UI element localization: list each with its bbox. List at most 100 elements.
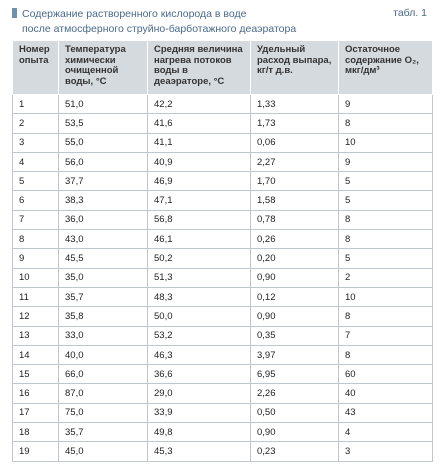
table-cell: 6: [12, 190, 59, 211]
table-cell: 2: [338, 267, 433, 288]
table-cell: 9: [12, 248, 59, 269]
table-cell: 16: [12, 383, 59, 404]
column-header: Номер опыта: [12, 40, 59, 95]
table-body: 1 51,0 42,2 1,33 9 2 53,5 41,6 1,73 8 3 55,0 41,1 0,0…: [12, 93, 433, 462]
table-cell: 51,0: [58, 93, 148, 115]
column-header: Средняя величина нагрева потоков воды в …: [147, 40, 251, 95]
table-cell: 42,2: [147, 93, 251, 115]
title-line: Содержание растворенного кислорода в вод…: [22, 8, 247, 20]
table-cell: 17: [12, 402, 59, 424]
table-cell: 7: [338, 325, 433, 346]
table-cell: 75,0: [58, 402, 148, 424]
table-cell: 8: [338, 113, 433, 134]
table-cell: 1,58: [250, 190, 339, 211]
table-row: 9 45,5 50,2 0,20 5: [12, 248, 433, 269]
table-title: Содержание растворенного кислорода в вод…: [12, 7, 296, 37]
title-line: после атмосферного струйно-барботажного …: [22, 23, 297, 35]
table-row: 14 40,0 46,3 3,97 8: [12, 344, 433, 366]
table-cell: 7: [12, 209, 59, 231]
table-cell: 10: [338, 286, 433, 308]
table-cell: 33,0: [58, 325, 148, 346]
table-cell: 9: [338, 93, 433, 115]
table-cell: 66,0: [58, 364, 148, 385]
table-row: 6 38,3 47,1 1,58 5: [12, 190, 433, 211]
table-cell: 1: [12, 93, 59, 115]
table-cell: 46,3: [147, 344, 251, 366]
table-cell: 43: [338, 402, 433, 424]
table-row: 3 55,0 41,1 0,06 10: [12, 132, 433, 153]
table-cell: 9: [338, 151, 433, 173]
table-row: 1 51,0 42,2 1,33 9: [12, 93, 433, 115]
table-cell: 45,3: [147, 441, 251, 462]
table-cell: 0,26: [250, 229, 339, 250]
table-cell: 14: [12, 344, 59, 366]
table-number: табл. 1: [393, 7, 427, 19]
title-marker: [12, 8, 17, 18]
table-cell: 3,97: [250, 344, 339, 366]
table-cell: 8: [338, 306, 433, 327]
table-cell: 10: [12, 267, 59, 288]
table-cell: 53,2: [147, 325, 251, 346]
table-cell: 29,0: [147, 383, 251, 404]
table-cell: 45,0: [58, 441, 148, 462]
table-cell: 4: [12, 151, 59, 173]
header-row: Номер опыта Температура химически очищенн…: [12, 40, 433, 95]
table-cell: 0,35: [250, 325, 339, 346]
table-row: 5 37,7 46,9 1,70 5: [12, 171, 433, 192]
column-header: Остаточное содержание O₂, мкг/дм³: [338, 40, 433, 95]
table-cell: 0,20: [250, 248, 339, 269]
table-cell: 8: [338, 344, 433, 366]
table-cell: 0,78: [250, 209, 339, 231]
table-cell: 13: [12, 325, 59, 346]
table-cell: 1,73: [250, 113, 339, 134]
table-cell: 60: [338, 364, 433, 385]
table-cell: 5: [12, 171, 59, 192]
table-cell: 36,0: [58, 209, 148, 231]
table-cell: 0,12: [250, 286, 339, 308]
table-cell: 2: [12, 113, 59, 134]
table-cell: 48,3: [147, 286, 251, 308]
table-cell: 0,50: [250, 402, 339, 424]
table-cell: 46,1: [147, 229, 251, 250]
table-cell: 0,90: [250, 267, 339, 288]
table-cell: 45,5: [58, 248, 148, 269]
table-cell: 2,26: [250, 383, 339, 404]
table-cell: 56,8: [147, 209, 251, 231]
table-cell: 2,27: [250, 151, 339, 173]
table-cell: 56,0: [58, 151, 148, 173]
table-cell: 51,3: [147, 267, 251, 288]
column-header: Температура химически очищенной воды, °С: [58, 40, 148, 95]
table-row: 8 43,0 46,1 0,26 8: [12, 229, 433, 250]
table-cell: 1,33: [250, 93, 339, 115]
table-cell: 0,90: [250, 422, 339, 443]
table-row: 10 35,0 51,3 0,90 2: [12, 267, 433, 288]
table-cell: 50,2: [147, 248, 251, 269]
column-header: Удельный расход выпара, кг/т д.в.: [250, 40, 339, 95]
table-cell: 15: [12, 364, 59, 385]
table-row: 13 33,0 53,2 0,35 7: [12, 325, 433, 346]
table-cell: 4: [338, 422, 433, 443]
table-cell: 11: [12, 286, 59, 308]
table-cell: 3: [338, 441, 433, 462]
table-row: 18 35,7 49,8 0,90 4: [12, 422, 433, 443]
table-cell: 40: [338, 383, 433, 404]
table-row: 16 87,0 29,0 2,26 40: [12, 383, 433, 404]
table-cell: 0,90: [250, 306, 339, 327]
table-row: 19 45,0 45,3 0,23 3: [12, 441, 433, 462]
table-row: 15 66,0 36,6 6,95 60: [12, 364, 433, 385]
data-table: Номер опыта Температура химически очищенн…: [12, 40, 433, 462]
table-cell: 18: [12, 422, 59, 443]
table-row: 7 36,0 56,8 0,78 8: [12, 209, 433, 231]
table-cell: 35,8: [58, 306, 148, 327]
table-cell: 8: [12, 229, 59, 250]
table-cell: 55,0: [58, 132, 148, 153]
table-row: 12 35,8 50,0 0,90 8: [12, 306, 433, 327]
table-cell: 8: [338, 209, 433, 231]
table-cell: 12: [12, 306, 59, 327]
table-cell: 46,9: [147, 171, 251, 192]
table-cell: 5: [338, 190, 433, 211]
table-cell: 1,70: [250, 171, 339, 192]
table-cell: 5: [338, 248, 433, 269]
table-cell: 38,3: [58, 190, 148, 211]
